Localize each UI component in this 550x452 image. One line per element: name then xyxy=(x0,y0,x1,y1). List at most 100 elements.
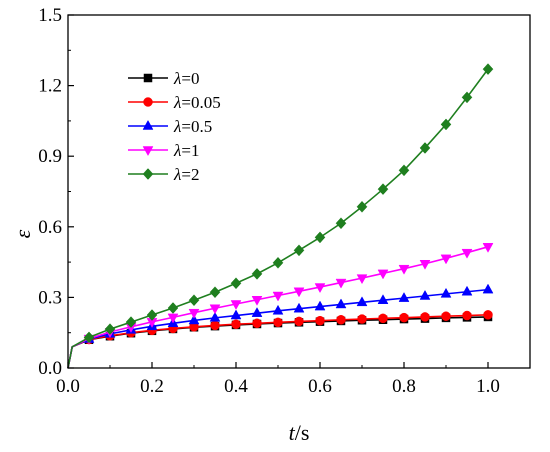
data-point xyxy=(461,248,473,259)
legend-item: λ=0.5 xyxy=(128,117,212,136)
legend: λ=0λ=0.05λ=0.5λ=1λ=2 xyxy=(128,69,221,184)
data-point xyxy=(251,296,263,306)
data-point xyxy=(251,307,263,317)
x-tick-label: 1.0 xyxy=(476,376,500,397)
y-tick-label: 0.6 xyxy=(38,217,62,238)
data-point xyxy=(440,118,452,131)
x-tick-label: 0.4 xyxy=(224,376,248,397)
data-point xyxy=(293,287,305,298)
data-point xyxy=(398,292,410,302)
data-point xyxy=(104,323,116,336)
data-point xyxy=(209,304,221,315)
series-line xyxy=(67,68,489,369)
data-point xyxy=(167,313,179,324)
legend-label-value: =0.05 xyxy=(181,93,220,112)
data-point xyxy=(230,277,242,290)
legend-swatch-marker xyxy=(143,97,153,107)
legend-item: λ=0.05 xyxy=(128,93,221,112)
data-point xyxy=(272,304,284,315)
data-point xyxy=(314,231,326,244)
legend-swatch-marker xyxy=(142,146,154,157)
data-point xyxy=(230,309,242,320)
legend-label-greek: λ xyxy=(173,117,181,136)
data-point xyxy=(231,319,241,329)
data-point xyxy=(399,312,409,323)
data-point xyxy=(440,287,452,298)
data-point xyxy=(377,183,389,196)
x-axis-title-unit: /s xyxy=(295,420,310,445)
data-point xyxy=(83,331,95,344)
data-point xyxy=(378,313,388,324)
data-point xyxy=(398,164,410,177)
legend-swatch-marker xyxy=(143,73,153,83)
data-point xyxy=(209,311,221,322)
data-point xyxy=(335,217,347,230)
data-point xyxy=(356,296,368,307)
data-point xyxy=(356,274,368,285)
legend-label-greek: λ xyxy=(173,69,181,88)
data-point xyxy=(272,291,284,302)
data-point xyxy=(398,264,410,275)
data-point xyxy=(272,256,284,269)
series-3 xyxy=(67,283,494,369)
data-point xyxy=(293,244,305,257)
x-axis-title: t/s xyxy=(289,420,310,445)
legend-label-value: =0.5 xyxy=(181,117,212,136)
legend-label-greek: λ xyxy=(173,141,181,160)
data-point xyxy=(377,269,389,280)
series-layer xyxy=(67,63,494,369)
data-point xyxy=(483,310,493,320)
x-axis-title-var: t xyxy=(289,420,296,445)
data-point xyxy=(336,315,346,325)
legend-item: λ=1 xyxy=(128,141,199,160)
data-point xyxy=(230,300,242,311)
data-point xyxy=(357,314,367,324)
data-point xyxy=(188,308,200,319)
data-point xyxy=(377,294,389,304)
data-point xyxy=(167,302,179,314)
legend-label-value: =2 xyxy=(181,165,199,184)
data-point xyxy=(335,278,347,289)
legend-label: λ=0 xyxy=(173,69,199,88)
x-tick-label: 0.0 xyxy=(56,376,80,397)
data-point xyxy=(482,243,494,253)
data-point xyxy=(335,298,347,309)
y-tick-label: 1.5 xyxy=(38,5,62,26)
data-point xyxy=(419,289,431,300)
data-point xyxy=(210,320,220,331)
data-point xyxy=(440,254,452,265)
data-point xyxy=(251,267,263,280)
ticks-layer: 0.0 0.2 0.4 0.6 0.8 1.0 0.0 0.3 0.6 0.9 1.2 1.5 xyxy=(38,5,500,397)
data-point xyxy=(252,318,262,329)
data-point xyxy=(482,63,494,75)
data-point xyxy=(461,91,473,104)
legend-label: λ=2 xyxy=(173,165,199,184)
legend-label-value: =0 xyxy=(181,69,199,88)
data-point xyxy=(188,294,200,307)
data-point xyxy=(314,300,326,311)
data-point xyxy=(188,314,200,325)
data-point xyxy=(315,315,325,326)
series-line xyxy=(67,314,489,369)
data-point xyxy=(419,259,431,270)
x-tick-label: 0.8 xyxy=(392,376,416,397)
legend-item: λ=0 xyxy=(128,69,199,88)
x-tick-label: 0.6 xyxy=(308,376,332,397)
data-point xyxy=(314,283,326,294)
legend-item: λ=2 xyxy=(128,165,199,184)
data-point xyxy=(441,311,451,321)
legend-label: λ=1 xyxy=(173,141,199,160)
y-tick-label: 0.0 xyxy=(38,358,62,379)
legend-swatch-marker xyxy=(142,119,154,130)
legend-swatch-marker xyxy=(142,168,154,180)
data-point xyxy=(125,316,137,328)
legend-label: λ=0.05 xyxy=(173,93,221,112)
data-point xyxy=(294,316,304,327)
legend-label: λ=0.5 xyxy=(173,117,212,136)
y-tick-label: 1.2 xyxy=(38,76,62,97)
y-tick-label: 0.9 xyxy=(38,146,62,167)
data-point xyxy=(482,283,494,294)
series-line xyxy=(67,288,489,369)
data-point xyxy=(146,309,158,321)
